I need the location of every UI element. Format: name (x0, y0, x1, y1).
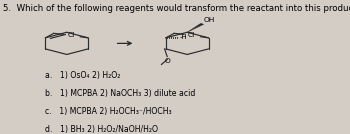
Text: OH: OH (203, 17, 215, 23)
Text: 5.  Which of the following reagents would transform the reactant into this produ: 5. Which of the following reagents would… (3, 4, 350, 13)
Text: Cl: Cl (68, 32, 75, 38)
Text: Cl: Cl (188, 32, 195, 38)
Text: d.   1) BH₃ 2) H₂O₂/NaOH/H₂O: d. 1) BH₃ 2) H₂O₂/NaOH/H₂O (45, 125, 158, 134)
Text: O: O (164, 58, 170, 64)
Text: c.   1) MCPBA 2) H₂OCH₃⁻/HOCH₃: c. 1) MCPBA 2) H₂OCH₃⁻/HOCH₃ (45, 107, 172, 116)
Text: -H: -H (180, 34, 187, 40)
Polygon shape (187, 23, 204, 32)
Text: a.   1) OsO₄ 2) H₂O₂: a. 1) OsO₄ 2) H₂O₂ (45, 71, 120, 80)
Text: b.   1) MCPBA 2) NaOCH₃ 3) dilute acid: b. 1) MCPBA 2) NaOCH₃ 3) dilute acid (45, 89, 195, 98)
